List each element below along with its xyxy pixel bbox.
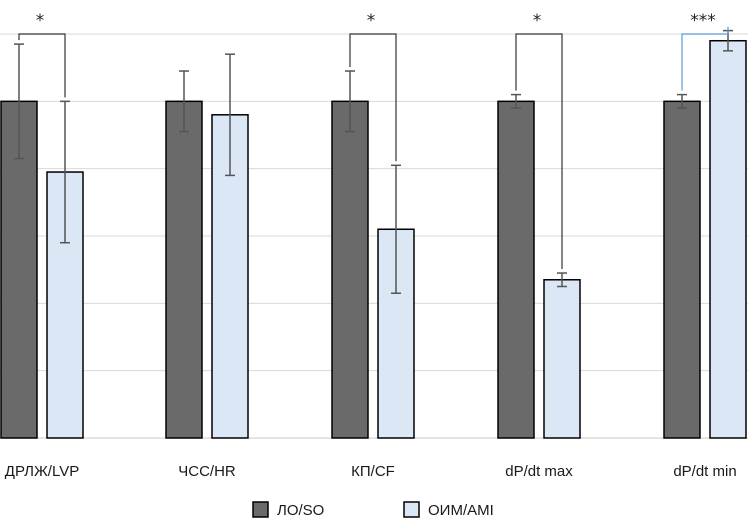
legend-label-ami: ОИМ/AMI — [428, 502, 494, 519]
significance-brackets-group: * * * *** — [18, 11, 729, 270]
bar-so-4 — [663, 100, 701, 439]
significance-bracket-2 — [349, 33, 397, 162]
bar-ami-4 — [709, 39, 747, 439]
significance-bracket-4 — [681, 26, 729, 91]
bars-group — [0, 39, 747, 439]
significance-label-4: *** — [690, 11, 716, 31]
category-label-1: ЧСС/HR — [178, 463, 236, 480]
bar-so-2 — [331, 100, 369, 439]
legend-swatch-ami — [403, 501, 420, 518]
category-label-3: dP/dt max — [505, 463, 573, 480]
bar-so-1 — [165, 100, 203, 439]
significance-label-2: * — [367, 11, 376, 31]
bar-so-3 — [497, 100, 535, 439]
category-label-2: КП/CF — [351, 463, 395, 480]
legend: ЛО/SO ОИМ/AMI — [252, 501, 494, 519]
legend-swatch-so — [252, 501, 269, 518]
significance-label-3: * — [533, 11, 542, 31]
significance-bracket-0 — [18, 33, 66, 98]
legend-label-so: ЛО/SO — [277, 502, 324, 519]
category-labels-group: ДРЛЖ/LVP ЧСС/HR КП/CF dP/dt max dP/dt min — [5, 463, 737, 480]
error-bars-group — [14, 29, 733, 294]
significance-bracket-3 — [515, 33, 563, 270]
category-label-0: ДРЛЖ/LVP — [5, 463, 79, 480]
significance-label-0: * — [36, 11, 45, 31]
bar-ami-3 — [543, 279, 581, 439]
gridlines — [0, 33, 748, 372]
category-label-4: dP/dt min — [673, 463, 736, 480]
